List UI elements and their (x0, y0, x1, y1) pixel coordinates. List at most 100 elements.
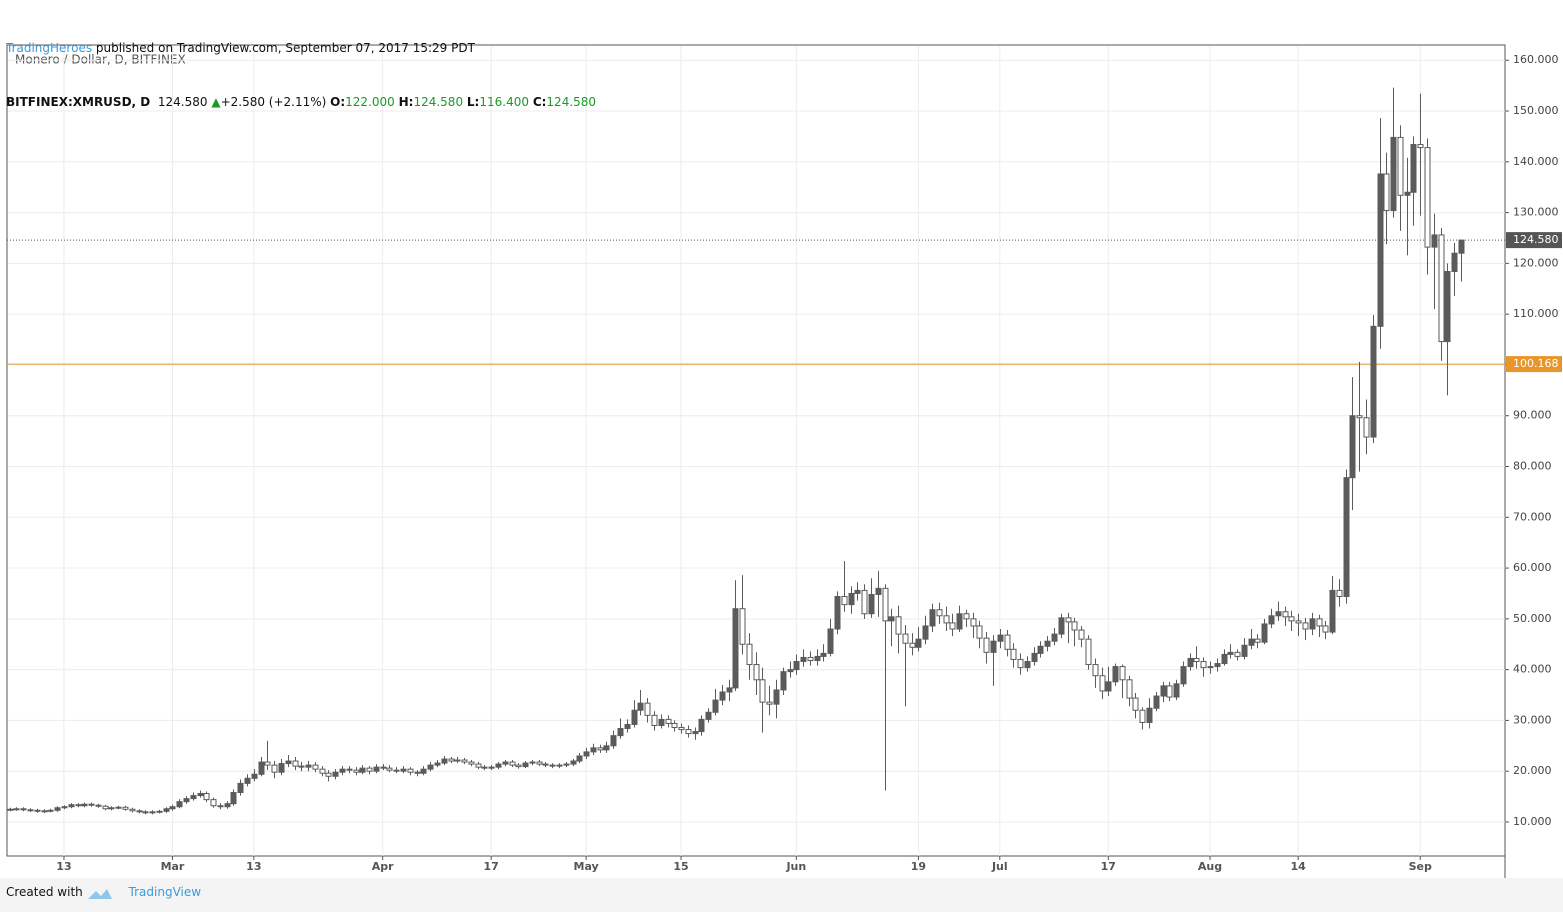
footer: Created with TradingView (6, 885, 201, 899)
candle-body (1078, 629, 1085, 640)
candle-body (346, 768, 353, 771)
candle-body (420, 768, 427, 774)
candle-body (1268, 615, 1275, 625)
candle-body (359, 767, 366, 773)
candle-body (325, 772, 332, 777)
candle-body (1261, 623, 1268, 643)
chart-title: Monero / Dollar, D, BITFINEX (15, 53, 186, 67)
grid (8, 46, 1505, 856)
candle-body (1383, 173, 1390, 212)
candle-body (1451, 252, 1458, 272)
candle-body (400, 768, 407, 772)
ohlc-label: H: (398, 95, 414, 109)
y-tick-label: 110.000 (1513, 307, 1559, 320)
ohlc-value: 122.000 (345, 95, 395, 109)
y-tick-label: 150.000 (1513, 104, 1559, 117)
candle-body (61, 806, 68, 809)
candle-body (278, 763, 285, 773)
candle-body (976, 625, 983, 639)
candle-body (122, 806, 129, 810)
candle-body (102, 805, 109, 810)
candle-body (393, 769, 400, 772)
candle-body (570, 760, 577, 765)
candle-body (603, 745, 610, 751)
candle-body (556, 764, 563, 767)
candle-body (54, 807, 61, 811)
candle-body (590, 747, 597, 753)
candle-body (1058, 617, 1065, 635)
candle-body (1092, 664, 1099, 677)
candle-body (746, 643, 753, 666)
candle-body (1160, 685, 1167, 697)
candle-body (1316, 618, 1323, 627)
candle-body (1390, 136, 1397, 212)
candle-body (1119, 666, 1126, 681)
candle-body (1295, 620, 1302, 624)
candle-body (149, 811, 156, 814)
candle-body (732, 608, 739, 689)
candle-body (875, 587, 882, 595)
candle-body (224, 803, 231, 808)
candle-body (861, 589, 868, 615)
candle-body (780, 671, 787, 691)
candle-body (637, 702, 644, 711)
candle-body (1377, 173, 1384, 327)
candle-body (244, 777, 251, 784)
candle-body (197, 793, 204, 797)
candle-body (75, 804, 82, 807)
candle-body (1458, 239, 1465, 254)
source[interactable]: TradingHeroes (6, 41, 93, 55)
y-tick-label: 140.000 (1513, 155, 1559, 168)
x-tick-label: 17 (1101, 860, 1116, 873)
candle-body (719, 691, 726, 701)
candle-body (1085, 638, 1092, 666)
candle-body (1146, 707, 1153, 723)
candle-body (766, 701, 773, 705)
y-tick-label: 80.000 (1513, 459, 1552, 472)
candle-body (427, 764, 434, 770)
candle-body (1187, 657, 1194, 668)
candle-body (1254, 638, 1261, 643)
ohlc-value: 116.400 (479, 95, 529, 109)
candle-body (502, 761, 509, 765)
candle-body (1153, 695, 1160, 709)
ohlc-label: C: (532, 95, 547, 109)
candle-body (230, 792, 237, 805)
candle-body (983, 637, 990, 653)
brand[interactable]: TradingView (128, 885, 202, 899)
candle-body (1302, 622, 1309, 630)
candle-body (183, 798, 190, 803)
candle-body (1343, 477, 1350, 598)
candle-body (956, 613, 963, 630)
candle-body (807, 656, 814, 661)
candle-body (1322, 625, 1329, 633)
candle-body (854, 589, 861, 594)
candle-body (787, 669, 794, 673)
x-tick-label: Jun (785, 860, 806, 873)
candle-body (136, 810, 143, 813)
candle-body (1139, 709, 1146, 723)
published: published on TradingView.com, September … (95, 41, 475, 55)
candle-body (1004, 634, 1011, 650)
candle-body (712, 699, 719, 713)
candle-body (509, 761, 516, 766)
candle-body (549, 764, 556, 767)
plot-area (6, 44, 1506, 857)
candle-body (1248, 638, 1255, 646)
candle-body (495, 763, 502, 768)
candle-body (1431, 234, 1438, 248)
candle-body (68, 804, 75, 808)
candle-body (156, 810, 163, 813)
candle-body (1173, 683, 1180, 698)
candle-body (115, 806, 122, 809)
candle-body (1112, 666, 1119, 683)
candle-body (773, 689, 780, 705)
candle-body (441, 758, 448, 764)
candle-body (820, 652, 827, 657)
candle-body (698, 718, 705, 733)
candle-body (895, 616, 902, 635)
candle-body (671, 722, 678, 729)
ohlc-value: 124.580 (413, 95, 464, 109)
candle-body (373, 766, 380, 772)
candle-body (685, 729, 692, 735)
